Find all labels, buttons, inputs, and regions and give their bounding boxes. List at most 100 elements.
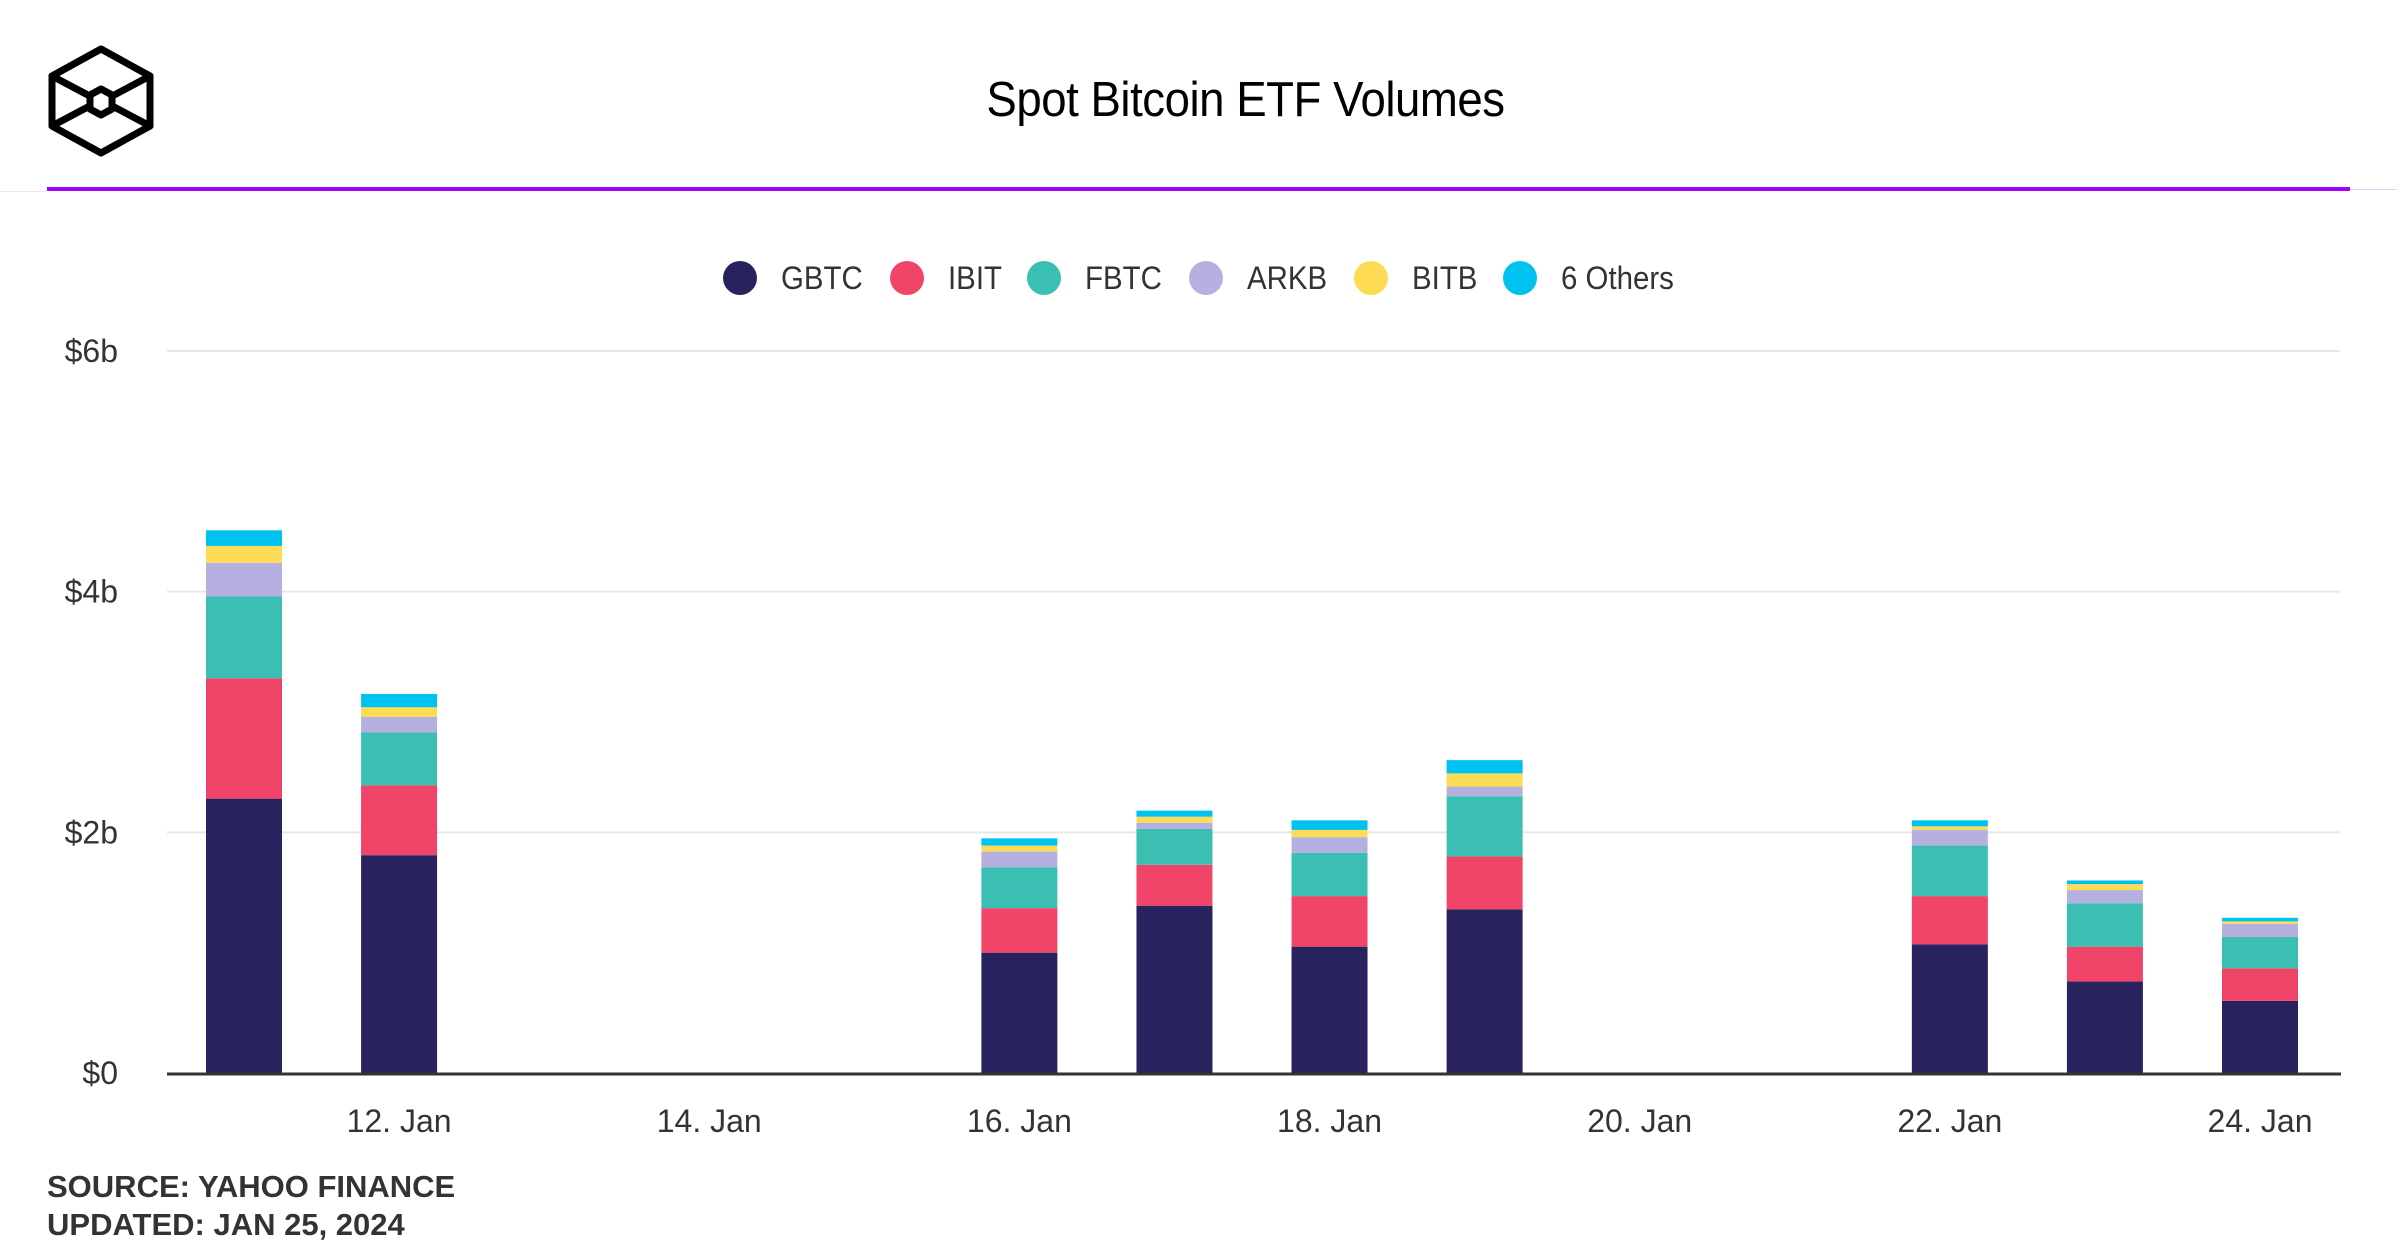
bar-segment[interactable] [1446, 773, 1523, 787]
chart-title-text: Spot Bitcoin ETF Volumes [986, 73, 1505, 127]
bar-segment[interactable] [206, 678, 282, 799]
hex-cube-logo-icon [48, 45, 154, 157]
bar-stack [206, 530, 282, 1073]
bar-segment[interactable] [2222, 917, 2298, 922]
bar-stack [1291, 820, 1368, 1073]
y-axis-ticks: $0 $2b $4b $6b [65, 333, 118, 1091]
updated-note: UPDATED: JAN 25, 2024 [47, 1207, 405, 1242]
x-tick-label: 14. Jan [657, 1103, 762, 1139]
x-tick-label: 12. Jan [347, 1103, 452, 1139]
legend-dot-gbtc-icon [723, 261, 758, 295]
bar-segment[interactable] [981, 845, 1058, 852]
x-tick-label: 22. Jan [1897, 1103, 2002, 1139]
legend-dot-ibit-icon [890, 261, 925, 295]
bar-segment[interactable] [361, 732, 438, 786]
chart-footer: SOURCE: YAHOO FINANCE UPDATED: JAN 25, 2… [47, 1168, 455, 1244]
bar-segment[interactable] [1291, 896, 1368, 947]
y-tick-label: $4b [65, 574, 118, 610]
bar-segment[interactable] [361, 785, 438, 856]
bar-segment[interactable] [361, 707, 438, 717]
bar-segment[interactable] [206, 562, 282, 597]
x-tick-label: 20. Jan [1587, 1103, 1692, 1139]
bar-segment[interactable] [2066, 981, 2143, 1073]
legend-dot-others-icon [1502, 261, 1537, 295]
bar-segment[interactable] [981, 851, 1058, 868]
bar-segment[interactable] [1911, 820, 1988, 827]
bar-segment[interactable] [2222, 968, 2298, 1001]
bar-segment[interactable] [2222, 921, 2298, 924]
legend-dot-fbtc-icon [1027, 261, 1062, 295]
bar-segment[interactable] [1291, 820, 1368, 830]
legend-item-gbtc[interactable]: GBTC [723, 260, 864, 297]
legend-item-arkb[interactable]: ARKB [1188, 259, 1328, 297]
bar-segment[interactable] [981, 908, 1058, 953]
bar-stack [981, 838, 1058, 1073]
x-tick-label: 16. Jan [967, 1103, 1072, 1139]
bar-segment[interactable] [206, 798, 282, 1073]
bar-segment[interactable] [1446, 786, 1523, 797]
bar-segment[interactable] [2066, 890, 2143, 904]
bar-segment[interactable] [1291, 946, 1368, 1073]
legend-item-fbtc[interactable]: FBTC [1027, 260, 1163, 297]
bar-segment[interactable] [2222, 937, 2298, 969]
legend-dot-arkb-icon [1188, 261, 1223, 295]
bar-segment[interactable] [981, 867, 1058, 909]
bar-stack [361, 693, 438, 1073]
bar-segment[interactable] [1446, 856, 1523, 910]
bar-stack [2222, 917, 2298, 1073]
bar-segment[interactable] [206, 530, 282, 546]
bar-segment[interactable] [1136, 822, 1213, 829]
x-tick-label: 24. Jan [2208, 1103, 2313, 1139]
legend-label-others: 6 Others [1560, 259, 1674, 296]
bar-segment[interactable] [1291, 829, 1368, 838]
bar-segment[interactable] [206, 545, 282, 563]
bar-segment[interactable] [2222, 923, 2298, 938]
header-divider-faint-left [0, 191, 47, 192]
y-tick-label: $6b [65, 333, 118, 369]
bar-stack [1911, 820, 1988, 1073]
legend-label-arkb: ARKB [1246, 259, 1327, 296]
bar-segment[interactable] [2066, 884, 2143, 891]
legend-label-bitb: BITB [1411, 259, 1478, 296]
bar-segment[interactable] [2066, 946, 2143, 982]
bar-segment[interactable] [1911, 845, 1988, 897]
bar-segment[interactable] [2066, 880, 2143, 885]
chart-legend: GBTC IBIT FBTC ARKB BITB 6 Others [0, 256, 2401, 300]
bar-stack [1136, 810, 1213, 1073]
bar-segment[interactable] [1446, 909, 1523, 1073]
bar-segment[interactable] [1911, 944, 1988, 1073]
bar-segment[interactable] [206, 596, 282, 679]
legend-dot-bitb-icon [1353, 261, 1388, 295]
chart-title: Spot Bitcoin ETF Volumes [87, 72, 2320, 128]
y-tick-label: $0 [82, 1055, 118, 1091]
legend-item-others[interactable]: 6 Others [1502, 259, 1678, 297]
bar-segment[interactable] [1911, 896, 1988, 945]
bar-stack [1446, 760, 1523, 1073]
bar-segment[interactable] [1446, 796, 1523, 857]
bar-segment[interactable] [1136, 816, 1213, 823]
header-divider [47, 187, 2350, 191]
bar-segment[interactable] [1136, 864, 1213, 906]
legend-item-bitb[interactable]: BITB [1353, 259, 1478, 297]
bar-segment[interactable] [1291, 852, 1368, 897]
bar-segment[interactable] [2066, 903, 2143, 947]
bar-segment[interactable] [361, 855, 438, 1073]
bar-segment[interactable] [1291, 837, 1368, 853]
bar-segment[interactable] [1136, 810, 1213, 817]
bar-segment[interactable] [981, 838, 1058, 846]
bar-segment[interactable] [1911, 829, 1988, 846]
legend-label-gbtc: GBTC [781, 259, 864, 296]
bar-segment[interactable] [361, 693, 438, 708]
bars [206, 530, 2298, 1073]
bar-segment[interactable] [2222, 1000, 2298, 1073]
bar-segment[interactable] [981, 952, 1058, 1073]
gridlines [167, 350, 2340, 834]
bar-segment[interactable] [1136, 905, 1213, 1073]
legend-item-ibit[interactable]: IBIT [890, 260, 1002, 297]
bar-segment[interactable] [1136, 828, 1213, 865]
bar-segment[interactable] [1911, 826, 1988, 830]
x-axis-ticks: 12. Jan 14. Jan 16. Jan 18. Jan 20. Jan 22. J… [347, 1103, 2313, 1139]
bar-segment[interactable] [361, 716, 438, 733]
bar-segment[interactable] [1446, 760, 1523, 774]
